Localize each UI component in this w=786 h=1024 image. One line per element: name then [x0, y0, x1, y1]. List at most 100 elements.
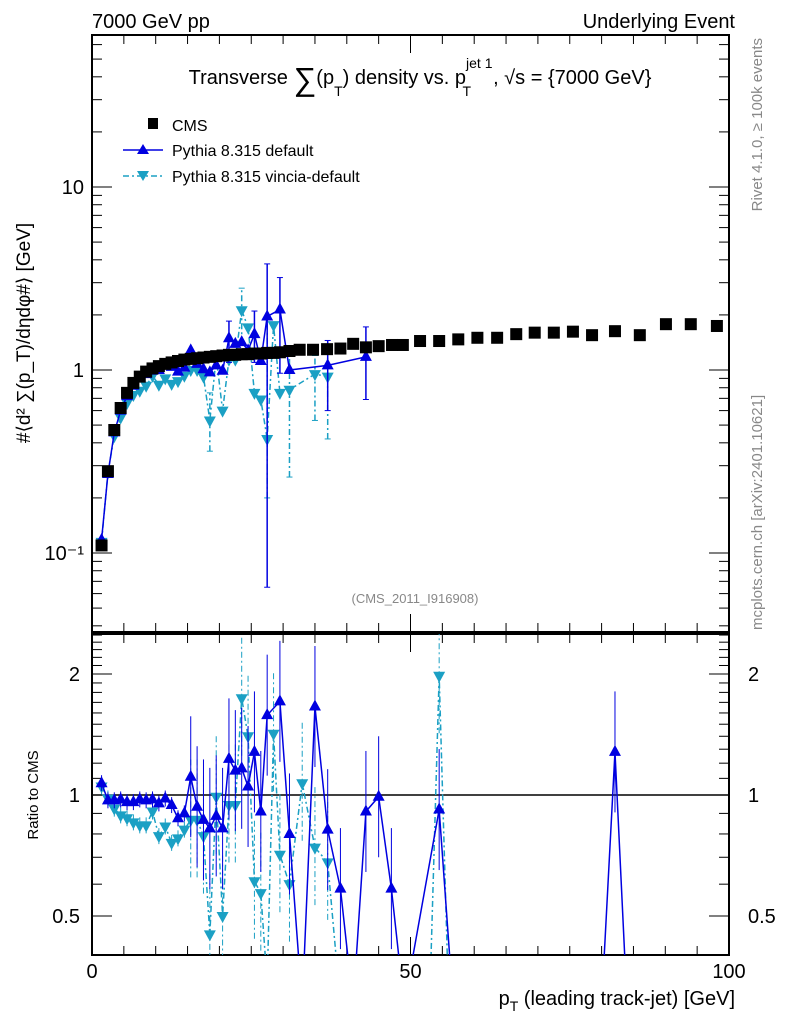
cms-point — [396, 338, 409, 351]
cms-point — [586, 329, 599, 342]
default-point — [273, 302, 286, 314]
legend-cms: CMS — [172, 118, 208, 135]
default-point — [359, 349, 372, 361]
default-ratio-point — [321, 822, 334, 834]
default-ratio-point — [254, 804, 267, 816]
cms-point — [433, 335, 446, 348]
vincia-ratio-point — [159, 822, 172, 834]
x-axis-label: pT (leading track-jet) [GeV] — [499, 988, 735, 1014]
cms-point — [659, 318, 672, 331]
vincia-point — [248, 388, 261, 400]
default-point — [261, 309, 274, 321]
default-point — [216, 363, 229, 375]
default-ratio-point — [433, 802, 446, 814]
legend-vincia: Pythia 8.315 vincia-default — [172, 169, 360, 186]
ratio-plot-area — [92, 634, 729, 955]
tick-labels: 0 50 100 10 1 10⁻¹ 2 2 1 1 0.5 0.5 — [45, 177, 776, 983]
cms-point — [121, 386, 134, 399]
cms-point — [414, 335, 427, 348]
default-ratio-point — [178, 806, 191, 818]
default-ratio-point — [165, 798, 178, 810]
ratio-y-tick-label-left: 1 — [69, 785, 80, 807]
rivet-version-label: Rivet 4.1.0, ≥ 100k events — [749, 38, 766, 211]
legend: CMS Pythia 8.315 default Pythia 8.315 vi… — [123, 118, 360, 186]
default-ratio-point — [273, 694, 286, 706]
default-ratio-point — [216, 821, 229, 833]
ratio-y-tick-label-left: 0.5 — [52, 906, 80, 928]
default-ratio-point — [248, 744, 261, 756]
vincia-point — [267, 321, 280, 333]
default-ratio-line — [100, 699, 626, 955]
mcplots-label: mcplots.cern.ch [arXiv:2401.10621] — [749, 395, 766, 630]
default-ratio-point — [210, 808, 223, 820]
header-left: 7000 GeV pp — [92, 11, 210, 33]
x-tick-label: 50 — [399, 961, 421, 983]
cms-point — [95, 539, 108, 552]
vincia-ratio-point — [203, 930, 216, 942]
vincia-ratio-point — [308, 843, 321, 855]
default-ratio-point — [146, 792, 159, 804]
default-ratio-point — [385, 881, 398, 893]
y-tick-label: 10 — [62, 177, 84, 199]
default-point — [171, 364, 184, 376]
cms-point — [334, 342, 347, 355]
vincia-point — [171, 377, 184, 389]
legend-vincia-marker — [137, 171, 149, 181]
vincia-ratio-point — [127, 818, 140, 830]
vincia-ratio-point — [216, 912, 229, 923]
default-ratio-point — [359, 804, 372, 816]
cms-point — [510, 328, 523, 341]
cms-point — [547, 326, 560, 339]
y-axis-label: #⟨d² ∑(p_T)/dηdφ#⟩ [GeV] — [14, 223, 35, 443]
cms-point — [372, 340, 385, 353]
ratio-y-tick-label-right: 0.5 — [748, 906, 776, 928]
legend-cms-marker — [148, 118, 158, 129]
ratio-y-axis-label: Ratio to CMS — [25, 750, 42, 839]
vincia-ratio-point — [114, 811, 127, 823]
main-plot-area — [95, 263, 723, 588]
default-ratio-point — [191, 799, 204, 811]
ratio-y-tick-label-right: 1 — [748, 785, 759, 807]
vincia-ratio-point — [121, 814, 134, 826]
plot-title: Transverse ∑(pT) density vs. pjet 1 T, √s… — [189, 55, 652, 99]
cms-point — [452, 333, 465, 346]
default-point — [235, 335, 248, 347]
cms-point — [710, 319, 723, 332]
cms-point — [273, 346, 286, 359]
vincia-ratio-point — [165, 838, 178, 850]
cms-point — [283, 345, 296, 358]
cms-point — [307, 343, 320, 356]
default-ratio-point — [95, 776, 108, 788]
y-tick-label: 1 — [73, 360, 84, 382]
default-point — [321, 358, 334, 370]
cms-point — [491, 331, 504, 344]
default-ratio-point — [171, 811, 184, 823]
vincia-ratio-point — [248, 877, 261, 889]
cms-point — [359, 341, 372, 354]
vincia-point — [152, 380, 165, 392]
cms-point — [114, 401, 127, 414]
vincia-point — [165, 379, 178, 391]
vincia-ratio-point — [171, 834, 184, 846]
vincia-ratio-point — [273, 850, 286, 862]
default-ratio-point — [235, 761, 248, 773]
vincia-point — [114, 413, 127, 425]
cms-point — [633, 329, 646, 342]
cms-point — [528, 326, 541, 339]
default-point — [210, 358, 223, 370]
default-ratio-point — [159, 791, 172, 803]
default-ratio-point — [608, 744, 621, 756]
default-point — [184, 343, 197, 355]
default-point — [197, 362, 210, 374]
default-ratio-point — [203, 821, 216, 833]
default-ratio-point — [197, 812, 210, 824]
legend-default: Pythia 8.315 default — [172, 143, 314, 160]
vincia-ratio-point — [267, 729, 280, 741]
header-right: Underlying Event — [583, 11, 736, 33]
default-ratio-point — [261, 708, 274, 720]
default-ratio-point — [184, 769, 197, 781]
vincia-ratio-point — [235, 694, 248, 706]
vincia-ratio-point — [296, 779, 309, 791]
cms-point — [386, 338, 399, 351]
